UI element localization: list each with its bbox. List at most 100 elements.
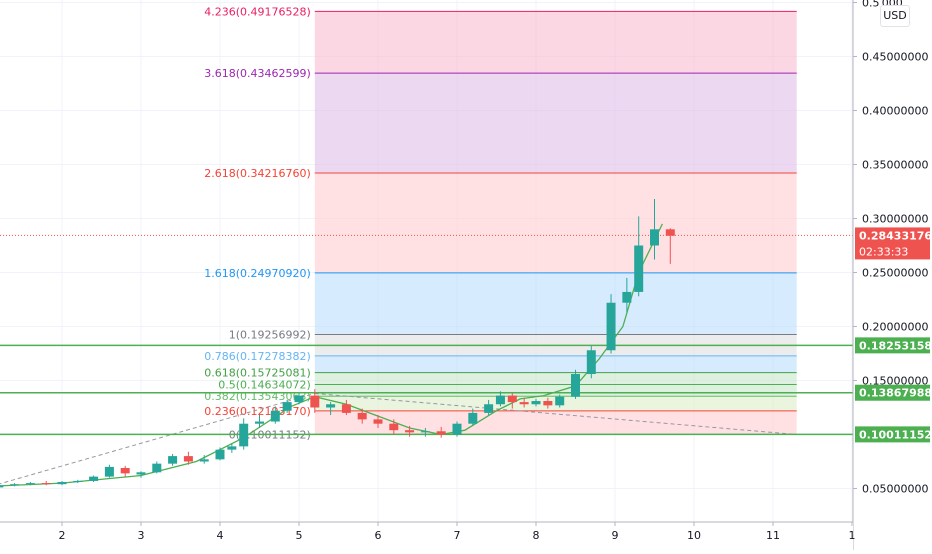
candle-body [310,395,320,408]
time-tick-label: 1 [849,529,856,542]
candle [227,443,237,453]
candle [452,421,462,437]
candle-body [420,431,430,433]
candle [89,475,99,483]
candle [152,461,162,474]
price-tick-label: 0.15000000 [862,375,928,388]
price-tick-label: 0.35000000 [862,159,928,172]
current-price-label: 0.28433176 [859,229,932,242]
time-axis: 2 3 4 5 6 7 8 9 10 11 1 [0,521,856,550]
fib-zone [314,73,797,173]
candle-body [622,291,632,303]
time-tick-label: 5 [296,529,303,542]
fib-level-label: 0.236(0.12193170) [204,405,311,418]
candle [405,425,415,437]
candle [270,406,280,424]
candle [420,428,430,437]
level-price-badge [855,426,930,443]
candle [341,399,351,416]
candle-body [25,483,35,485]
level-price-label: 0.10011152 [859,428,932,441]
time-tick-label: 8 [533,529,540,542]
candle [665,228,675,264]
candle [634,216,644,297]
time-axis-background [0,522,853,550]
candle [606,294,616,354]
candle [326,402,336,416]
fib-level-label: 3.618(0.43462599) [204,67,311,80]
candle-body [495,395,505,405]
price-tick-label: 0.20000000 [862,321,928,334]
candle [183,451,193,465]
time-tick-label: 6 [375,529,382,542]
candle [239,418,249,450]
candle-body [507,395,517,403]
candle-body [168,456,178,464]
candle [571,369,580,399]
price-tick-label: 0.05000000 [862,483,928,496]
candle-body [326,404,336,408]
candle-body [357,412,367,420]
price-axis: 0.5 000 0.45000000 0.40000000 0.35000000 0.3… [852,0,932,550]
currency-button[interactable]: USD [880,5,910,27]
candle-body [405,430,415,433]
candle [519,397,529,408]
candle-body [227,446,237,450]
candle-body [484,404,494,413]
time-tick-label: 4 [217,529,224,542]
candle-body [571,374,580,397]
candle [104,464,114,478]
candle-body [270,410,280,422]
candle-body [389,423,399,431]
time-tick-label: 9 [612,529,619,542]
level-price-label: 0.18253158 [859,339,932,352]
candle [543,397,553,409]
candles [0,199,675,488]
candle-body [531,401,541,405]
price-axis-background [853,0,932,550]
time-tick-label: 11 [766,529,780,542]
candle [294,393,304,405]
trendline [314,392,797,435]
candle [622,277,632,313]
candle [650,199,659,260]
fib-level-label: 0.786(0.17278382) [204,350,311,363]
price-tick-label: 0.40000000 [862,105,928,118]
candle-body [89,476,99,481]
candle-body [468,412,478,424]
level-price-label: 0.13867988 [859,387,932,400]
candle-body [634,245,644,292]
fib-zone [314,11,797,74]
candle [531,398,541,407]
candle-body [0,485,4,488]
candle-body [104,466,114,477]
candle [120,465,130,477]
fib-zone [314,372,797,385]
fib-level-label: 1(0.19256992) [229,329,311,342]
candle-body [282,402,292,411]
candle-body [120,467,130,474]
candle [255,415,264,429]
candle-body [650,229,659,246]
fib-zone [314,272,797,335]
time-tick-label: 3 [138,529,145,542]
candle-body [183,456,193,462]
fib-zone [314,355,797,373]
candle-body [606,302,616,351]
candle [586,345,596,379]
fib-zone [314,172,797,273]
fibonacci-extension: 4.236(0.49176528) 3.618(0.43462599) 2.618(… [204,5,797,441]
fib-level-label: 0.382(0.13543063) [204,390,311,403]
candle-body [586,350,596,375]
fib-level-label: 0.5(0.14634072) [218,378,311,391]
candle-body [215,449,225,460]
countdown-label: 02:33:33 [859,245,908,258]
candle-body [73,480,83,483]
candle [484,399,494,416]
candle [282,399,292,413]
candle [507,393,517,409]
candle-body [239,423,249,447]
candle [357,408,367,424]
